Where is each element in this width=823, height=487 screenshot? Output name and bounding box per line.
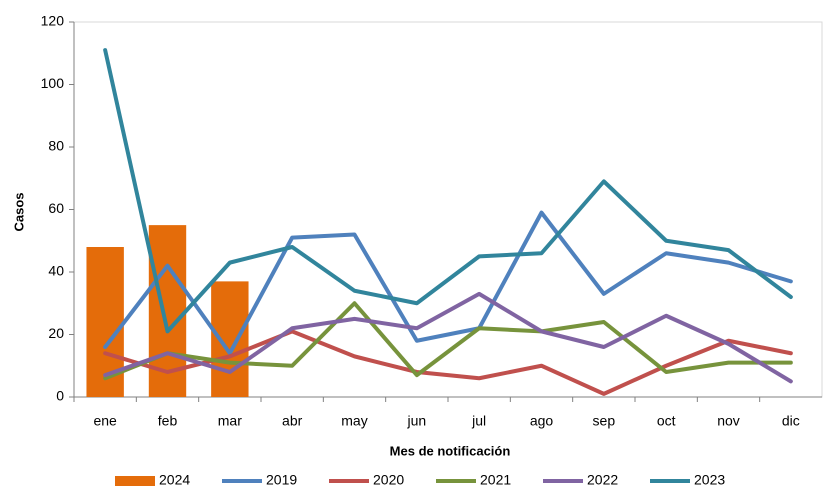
y-tick-label: 20 [48,325,64,341]
bar [211,281,249,397]
y-tick-label: 100 [41,75,65,91]
x-tick-label: feb [158,413,178,429]
legend-label: 2022 [587,472,618,487]
legend-label: 2019 [266,472,297,487]
x-tick-label: abr [282,413,303,429]
x-tick-label: ene [93,413,117,429]
x-tick-label: jun [406,413,426,429]
line [103,210,793,356]
x-tick-label: ago [530,413,554,429]
y-tick-label: 0 [56,388,64,404]
y-axis-title: Casos [11,192,26,231]
line [103,329,793,396]
y-tick-label: 40 [48,263,64,279]
x-tick-label: nov [717,413,740,429]
legend-label: 2024 [159,472,190,487]
line [103,48,793,334]
legend-label: 2020 [373,472,404,487]
x-tick-label: may [341,413,367,429]
x-tick-label: mar [218,413,242,429]
x-tick-label: oct [657,413,676,429]
x-tick-label: jul [471,413,486,429]
x-axis-title: Mes de notificación [390,443,511,458]
x-tick-label: sep [593,413,616,429]
legend-swatch [115,476,155,486]
line [103,291,793,384]
y-tick-label: 120 [41,13,65,29]
y-tick-label: 60 [48,200,64,216]
legend-label: 2021 [480,472,511,487]
legend-label: 2023 [694,472,725,487]
y-tick-label: 80 [48,138,64,154]
x-tick-label: dic [782,413,800,429]
line [103,301,793,381]
